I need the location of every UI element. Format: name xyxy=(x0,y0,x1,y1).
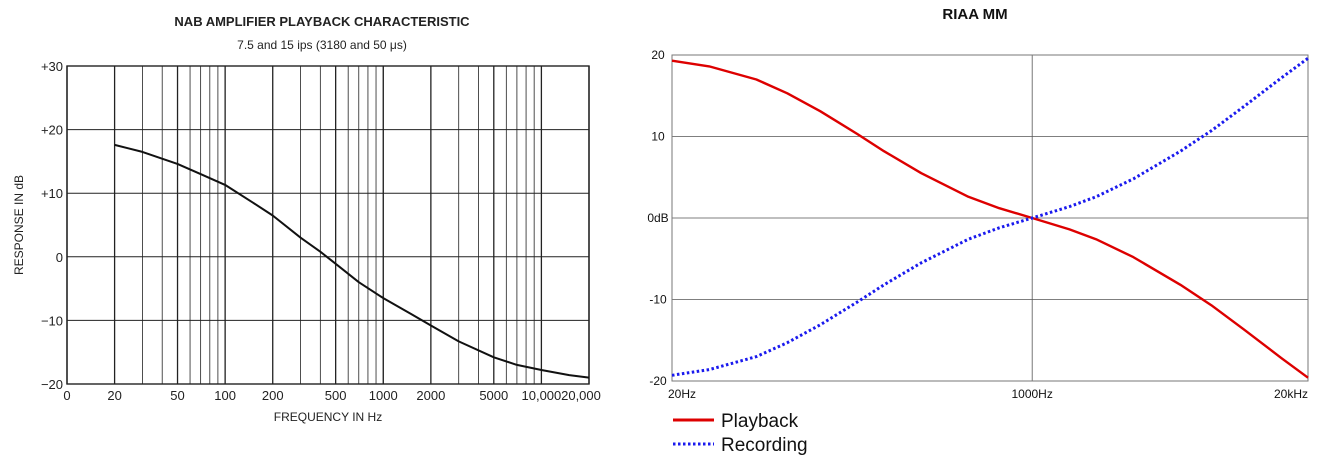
y-tick-label: −20 xyxy=(41,377,63,392)
y-tick-label: +10 xyxy=(41,186,63,201)
x-tick-label: 5000 xyxy=(479,388,508,403)
y-tick-label: 0dB xyxy=(647,211,668,225)
y-tick-label: −10 xyxy=(41,313,63,328)
series-line-recording xyxy=(671,57,1309,377)
chart-title: RIAA MM xyxy=(942,6,1007,23)
y-tick-label: 20 xyxy=(651,48,665,62)
y-tick-label: 10 xyxy=(651,130,665,144)
y-tick-label: 0 xyxy=(56,250,63,265)
x-tick-label: 20Hz xyxy=(668,387,696,401)
x-tick-label: 20kHz xyxy=(1274,387,1308,401)
legend-label: Recording xyxy=(721,435,808,456)
chart-subtitle: 7.5 and 15 ips (3180 and 50 μs) xyxy=(237,38,407,52)
y-tick-label: -10 xyxy=(649,293,667,307)
legend-label: Playback xyxy=(721,411,799,432)
chart-title: NAB AMPLIFIER PLAYBACK CHARACTERISTIC xyxy=(174,14,470,29)
series-line xyxy=(114,143,590,379)
x-tick-label: 0 xyxy=(63,388,70,403)
y-axis-label: RESPONSE IN dB xyxy=(12,175,26,275)
x-tick-label: 20,000 xyxy=(561,388,601,403)
x-tick-label: 100 xyxy=(214,388,236,403)
plot-frame xyxy=(66,65,590,385)
y-tick-label: -20 xyxy=(649,374,667,388)
x-tick-label: 200 xyxy=(262,388,284,403)
x-tick-label: 500 xyxy=(325,388,347,403)
grid xyxy=(671,54,1309,382)
y-tick-label: +20 xyxy=(41,123,63,138)
nab-chart: NAB AMPLIFIER PLAYBACK CHARACTERISTIC 7.5… xyxy=(12,14,601,424)
y-tick-label: +30 xyxy=(41,59,63,74)
grid xyxy=(66,65,590,385)
x-tick-label: 2000 xyxy=(416,388,445,403)
x-axis-label: FREQUENCY IN Hz xyxy=(274,410,382,424)
x-tick-label: 1000Hz xyxy=(1011,387,1052,401)
series-line-playback xyxy=(671,59,1309,379)
x-tick-label: 50 xyxy=(170,388,184,403)
x-tick-label: 20 xyxy=(107,388,121,403)
x-tick-label: 1000 xyxy=(369,388,398,403)
plot-frame xyxy=(671,54,1309,382)
x-tick-label: 10,000 xyxy=(522,388,562,403)
